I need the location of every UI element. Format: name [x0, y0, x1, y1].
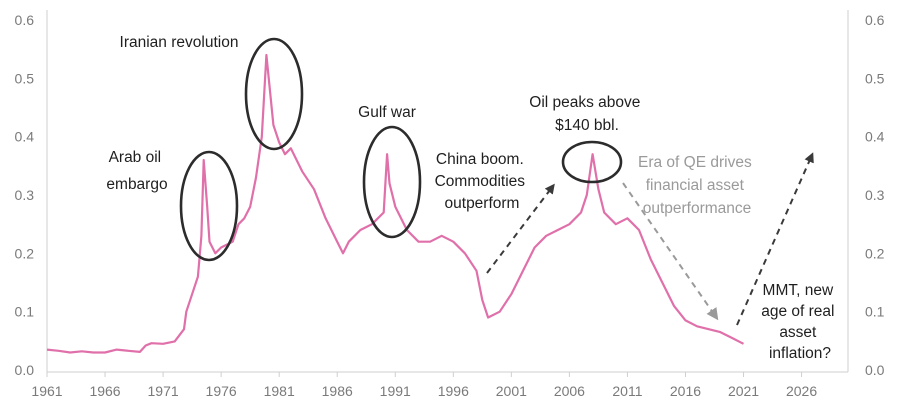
annotation-arab-oil-embargo: Arab oil embargo — [106, 149, 167, 193]
x-tick-label: 2026 — [786, 383, 817, 399]
arab-embargo-ellipse — [179, 150, 239, 262]
y-axis-right-ticks: 0.0 0.1 0.2 0.3 0.4 0.5 0.6 — [865, 12, 885, 378]
x-axis-ticks: 1961 1966 1971 1976 1981 1986 1991 1996 2001 2006… — [31, 372, 817, 399]
x-tick-label: 2006 — [554, 383, 585, 399]
x-tick-label: 2001 — [496, 383, 527, 399]
x-tick-label: 1976 — [206, 383, 237, 399]
x-tick-label: 1996 — [438, 383, 469, 399]
x-tick-label: 1981 — [264, 383, 295, 399]
y-tick-label-left: 0.4 — [15, 129, 35, 145]
x-tick-label: 1991 — [380, 383, 411, 399]
y-tick-label-right: 0.3 — [865, 187, 885, 203]
china-boom-arrow — [486, 183, 555, 274]
x-tick-label: 2011 — [612, 383, 642, 399]
qe-era-arrow — [622, 182, 719, 321]
y-tick-label-left: 0.0 — [15, 362, 35, 378]
annotation-china-boom: China boom. Commodities outperform — [435, 151, 530, 212]
y-tick-label-left: 0.5 — [15, 70, 35, 86]
y-tick-label-right: 0.6 — [865, 12, 885, 28]
y-tick-label-left: 0.3 — [15, 187, 35, 203]
annotation-qe-era: Era of QE drives financial asset outperf… — [638, 154, 756, 217]
y-tick-label-left: 0.6 — [15, 12, 35, 28]
y-tick-label-left: 0.1 — [15, 304, 35, 320]
x-tick-label: 2016 — [670, 383, 701, 399]
annotation-gulf-war: Gulf war — [358, 104, 416, 121]
y-tick-label-left: 0.2 — [15, 245, 35, 261]
gulf-war-ellipse — [362, 125, 422, 239]
annotation-iranian-revolution: Iranian revolution — [120, 34, 239, 51]
x-tick-label: 2021 — [728, 383, 759, 399]
annotation-mmt: MMT, new age of real asset inflation? — [761, 282, 839, 362]
oil-peak-ellipse — [561, 140, 623, 184]
mmt-arrow — [736, 152, 814, 326]
iranian-revolution-ellipse — [244, 37, 304, 151]
y-tick-label-right: 0.4 — [865, 129, 885, 145]
y-tick-label-right: 0.0 — [865, 362, 885, 378]
x-tick-label: 1966 — [89, 383, 120, 399]
y-axis-left-ticks: 0.0 0.1 0.2 0.3 0.4 0.5 0.6 — [15, 12, 35, 378]
annotation-oil-peaks: Oil peaks above $140 bbl. — [529, 94, 644, 134]
x-tick-label: 1971 — [148, 383, 179, 399]
x-tick-label: 1961 — [31, 383, 62, 399]
series-line — [46, 53, 744, 354]
y-tick-label-right: 0.1 — [865, 304, 885, 320]
y-tick-label-right: 0.2 — [865, 245, 885, 261]
y-tick-label-right: 0.5 — [865, 70, 885, 86]
x-tick-label: 1986 — [322, 383, 353, 399]
